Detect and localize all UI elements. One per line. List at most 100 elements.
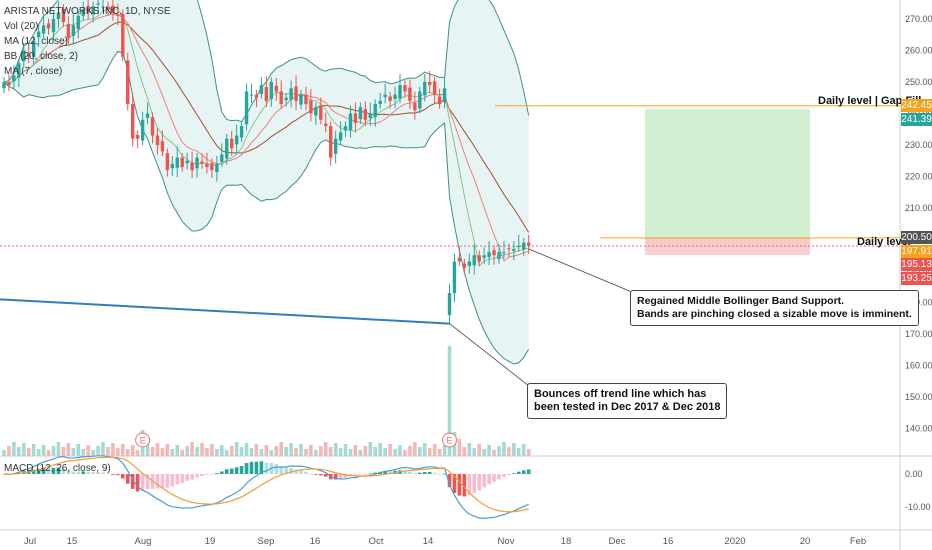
volume-bar [101, 442, 105, 456]
volume-bar [328, 447, 333, 456]
candle-body [309, 100, 313, 114]
volume-bar [467, 443, 472, 456]
volume-bar [200, 443, 204, 456]
volume-bar [413, 442, 417, 456]
x-tick-label: Feb [850, 536, 866, 547]
macd-histogram-bar [452, 474, 457, 494]
candle-body [477, 255, 481, 262]
macd-histogram-bar [462, 474, 467, 497]
volume-bar [457, 439, 462, 456]
volume-bar [66, 443, 71, 456]
candle-body [507, 248, 511, 250]
candle-body [101, 6, 105, 8]
legend-ma7: MA (7, close) [4, 66, 63, 77]
macd-histogram-bar [140, 474, 145, 491]
macd-histogram-bar [299, 470, 303, 474]
volume-bar [2, 450, 6, 456]
candle-body [91, 6, 95, 15]
candle-body [22, 50, 26, 62]
macd-histogram-bar [61, 468, 66, 474]
x-tick-label: Oct [369, 536, 384, 547]
macd-histogram-bar [432, 472, 437, 474]
macd-histogram-bar [71, 471, 76, 474]
candle-body [383, 94, 387, 98]
candle-body [220, 154, 224, 163]
macd-histogram-bar [125, 474, 130, 484]
macd-histogram-bar [442, 473, 447, 475]
macd-histogram-bar [121, 474, 125, 479]
candle-body [81, 9, 85, 16]
volume-bar [418, 447, 422, 456]
volume-bar [150, 447, 155, 456]
earnings-marker-aug-label: E [140, 436, 146, 446]
candle-body [36, 31, 41, 38]
macd-histogram-bar [517, 471, 521, 474]
x-tick-label: 18 [561, 536, 572, 547]
volume-bar [408, 446, 412, 456]
volume-bar [422, 443, 427, 456]
macd-histogram-bar [36, 468, 41, 474]
volume-bar [130, 445, 135, 456]
candle-body [140, 119, 145, 141]
candle-body [56, 12, 61, 19]
macd-tick-label: 0.00 [905, 469, 923, 479]
y-tick-label: 230.00 [905, 140, 932, 150]
candle-body [527, 242, 531, 246]
volume-bar [368, 442, 373, 456]
volume-bar [61, 447, 66, 456]
target-zone [645, 109, 810, 247]
candle-body [225, 138, 229, 159]
gap-fill-level-label: Daily level | Gap Fill [818, 95, 922, 107]
legend-macd: MACD (12, 26, close, 9) [4, 463, 111, 474]
x-tick-label: 2020 [724, 536, 745, 547]
volume-bar [323, 442, 328, 456]
macd-histogram-bar [160, 474, 165, 488]
candle-body [254, 94, 259, 98]
macd-histogram-bar [220, 471, 224, 474]
volume-bar [304, 449, 308, 456]
volume-bar [462, 447, 467, 456]
candle-body [398, 85, 402, 99]
volume-bar [472, 448, 477, 456]
macd-histogram-bar [487, 474, 491, 485]
macd-histogram-bar [180, 474, 184, 483]
candle-body [239, 126, 244, 138]
macd-histogram-bar [323, 474, 328, 477]
candle-body [131, 104, 135, 139]
candle-body [329, 126, 333, 158]
macd-histogram-bar [408, 471, 412, 474]
macd-histogram-bar [403, 470, 407, 474]
macd-histogram-bar [284, 467, 288, 474]
candle-body [51, 19, 56, 33]
candle-body [41, 25, 46, 34]
macd-histogram-bar [175, 474, 180, 485]
candle-body [452, 261, 457, 294]
y-tick-label: 160.00 [905, 361, 932, 371]
macd-legend: MACD (12, 26, close, 9) [4, 461, 111, 476]
macd-histogram-bar [482, 474, 486, 488]
volume-bar [497, 446, 501, 456]
volume-bar [259, 449, 264, 456]
macd-histogram-bar [264, 462, 269, 474]
macd-histogram-bar [51, 467, 56, 474]
macd-histogram-bar [413, 472, 417, 474]
volume-bar [284, 447, 288, 456]
macd-histogram-bar [447, 474, 452, 488]
volume-bar [353, 445, 358, 456]
candle-body [388, 96, 392, 101]
macd-histogram-bar [274, 464, 279, 474]
volume-bar [86, 445, 90, 456]
macd-histogram-bar [521, 470, 526, 474]
macd-histogram-bar [91, 471, 95, 474]
y-tick-label: 150.00 [905, 392, 932, 402]
candle-body [333, 138, 338, 154]
volume-bar [121, 444, 125, 456]
candle-body [135, 134, 140, 139]
volume-bar [526, 449, 531, 456]
macd-histogram-bar [239, 465, 244, 474]
volume-bar [160, 448, 165, 456]
volume-bar [294, 448, 298, 456]
volume-bar [229, 446, 234, 456]
volume-bar [106, 447, 110, 456]
